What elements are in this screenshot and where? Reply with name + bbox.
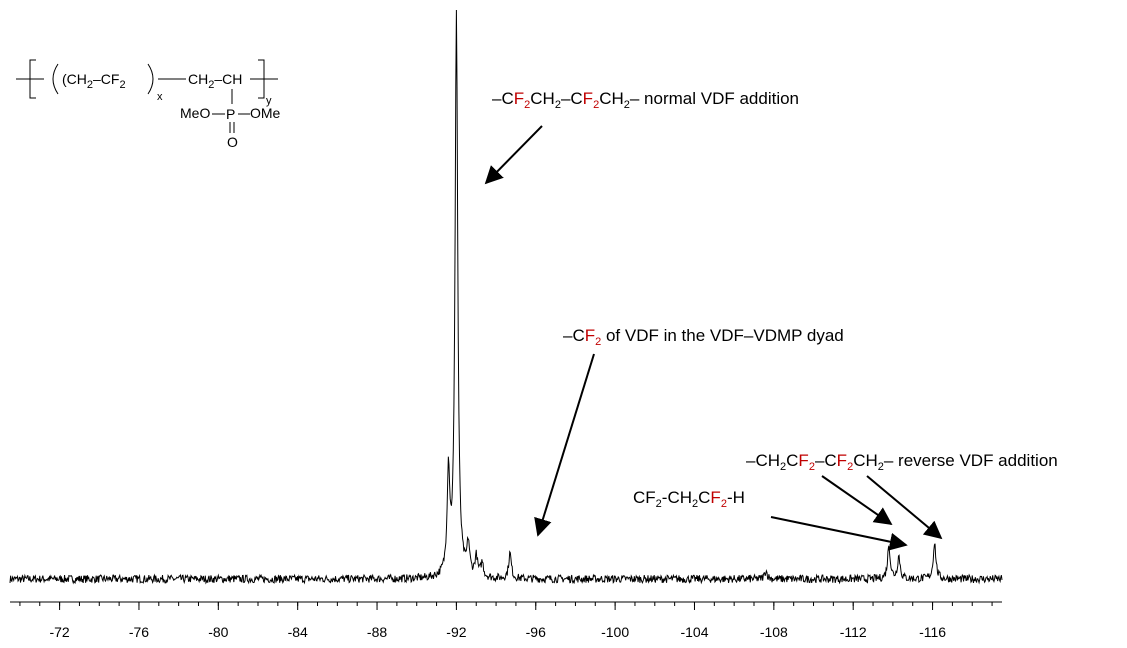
annotation-normal-vdf: –CF2CH2–CF2CH2– normal VDF addition bbox=[492, 89, 799, 111]
arrow-normal-vdf bbox=[484, 125, 543, 185]
methoxy-right: OMe bbox=[250, 105, 281, 121]
spectrum-trace bbox=[9, 9, 1003, 585]
x-tick-label: -80 bbox=[208, 624, 228, 640]
paren-right bbox=[147, 63, 154, 95]
x-tick-label: -112 bbox=[840, 624, 867, 640]
oxo-atom: O bbox=[227, 134, 238, 150]
x-tick-label: -104 bbox=[680, 624, 708, 640]
x-axis-tick-labels: -72 -76 -80 -84 -88 -92 -96 -100 -104 -108 -112 -11… bbox=[49, 624, 946, 640]
x-axis-major-ticks bbox=[59, 602, 934, 610]
vdf-unit-text: (CH2–CF2 bbox=[62, 71, 126, 91]
methoxy-left: MeO bbox=[180, 105, 210, 121]
x-tick-label: -92 bbox=[446, 624, 466, 640]
x-tick-label: -84 bbox=[288, 624, 308, 640]
arrow-end-group bbox=[770, 516, 908, 551]
phosphorus-atom: P bbox=[226, 106, 235, 122]
paren-left bbox=[52, 63, 59, 95]
subscript-y: y bbox=[266, 95, 272, 107]
annotation-vdf-vdmp-dyad: –CF2 of VDF in the VDF–VDMP dyad bbox=[563, 326, 844, 348]
x-tick-label: -100 bbox=[601, 624, 629, 640]
vdmp-unit-text: CH2–CH bbox=[188, 71, 242, 91]
annotation-end-group: CF2-CH2CF2-H bbox=[633, 488, 745, 510]
x-tick-label: -116 bbox=[919, 624, 946, 640]
annotation-reverse-vdf: –CH2CF2–CF2CH2– reverse VDF addition bbox=[746, 451, 1058, 473]
x-tick-label: -72 bbox=[49, 624, 69, 640]
x-tick-label: -76 bbox=[129, 624, 149, 640]
polymer-structure: (CH2–CF2 x CH2–CH y MeO P OMe O bbox=[16, 59, 281, 150]
x-tick-label: -88 bbox=[367, 624, 387, 640]
arrow-reverse-vdf-1 bbox=[821, 475, 893, 526]
arrow-reverse-vdf-2 bbox=[866, 475, 943, 540]
x-tick-label: -108 bbox=[760, 624, 788, 640]
x-axis-minor-ticks bbox=[19, 602, 993, 606]
subscript-x: x bbox=[157, 91, 163, 103]
arrow-vdf-vdmp-dyad bbox=[534, 353, 595, 537]
x-tick-label: -96 bbox=[526, 624, 546, 640]
